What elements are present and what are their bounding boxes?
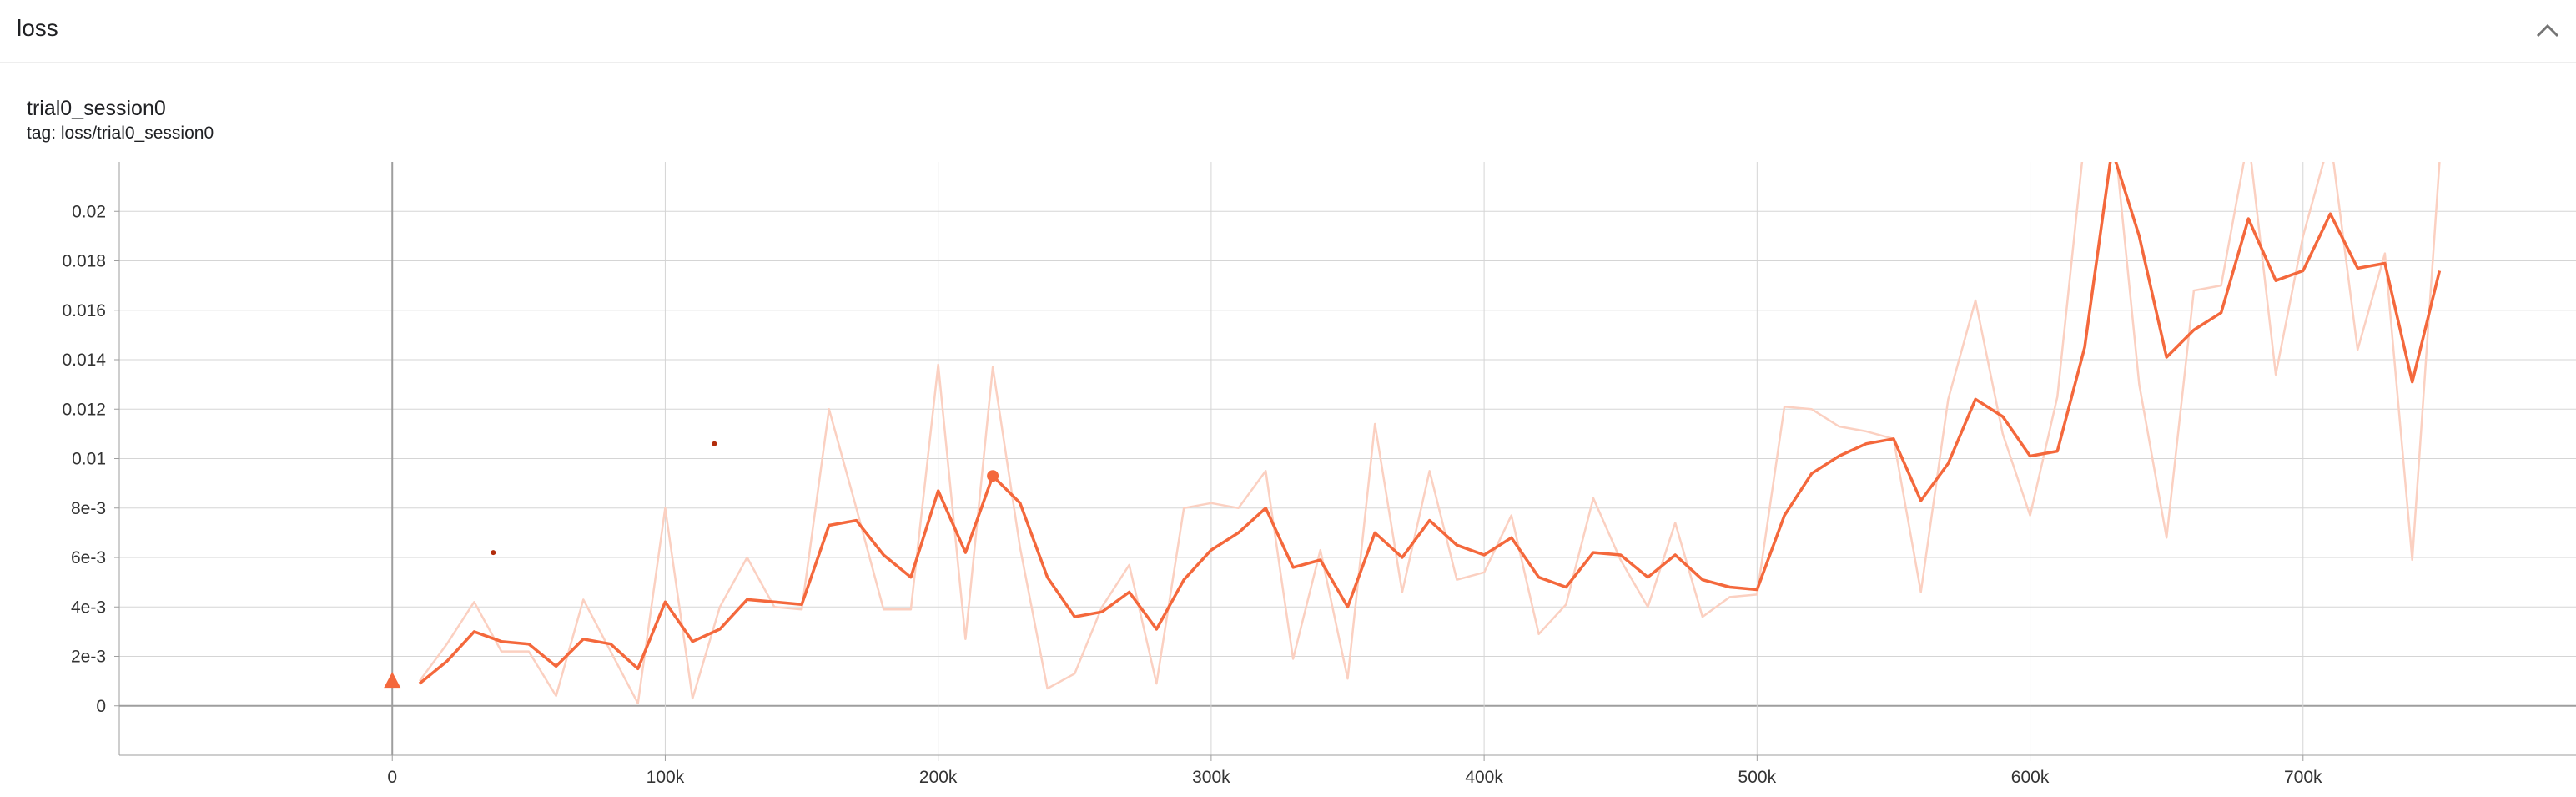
highlight-point — [987, 470, 999, 482]
y-tick-label: 6e-3 — [71, 548, 106, 567]
x-tick-label: 500k — [1738, 768, 1777, 787]
y-tick-label: 0.018 — [62, 252, 106, 271]
x-tick-label: 600k — [2011, 768, 2050, 787]
x-tick-label: 0 — [387, 768, 397, 787]
axes — [114, 162, 2576, 761]
y-tick-label: 0.01 — [72, 450, 106, 469]
x-tick-label: 700k — [2284, 768, 2322, 787]
series — [418, 162, 2442, 705]
run-name: trial0_session0 — [27, 97, 166, 120]
x-tick-label: 400k — [1465, 768, 1503, 787]
section-header: loss — [0, 0, 2576, 63]
x-tick-label: 200k — [919, 768, 958, 787]
x-tick-label: 300k — [1192, 768, 1230, 787]
y-tick-label: 0 — [96, 697, 106, 716]
chevron-up-icon[interactable] — [2533, 18, 2563, 43]
y-tick-label: 8e-3 — [71, 499, 106, 518]
markers — [384, 441, 999, 689]
y-tick-label: 0.016 — [62, 301, 106, 320]
y-tick-label: 0.012 — [62, 400, 106, 419]
smoothed-series-line — [418, 162, 2442, 685]
tick-labels: 0 2e-3 4e-3 6e-3 8e-3 0.01 0.012 0.014 0.016 0.01… — [62, 202, 2322, 787]
tag-label: tag: loss/trial0_session0 — [27, 124, 214, 143]
raw-series-line — [418, 162, 2441, 705]
outlier-point — [712, 441, 717, 446]
y-tick-label: 2e-3 — [71, 648, 106, 667]
x-tick-label: 100k — [647, 768, 685, 787]
grid-lines — [119, 162, 2576, 755]
outlier-point — [491, 550, 496, 556]
y-tick-label: 0.014 — [62, 351, 106, 370]
y-tick-label: 4e-3 — [71, 598, 106, 617]
section-title: loss — [17, 15, 58, 41]
y-tick-label: 0.02 — [72, 202, 106, 221]
origin-triangle-marker — [384, 672, 401, 689]
